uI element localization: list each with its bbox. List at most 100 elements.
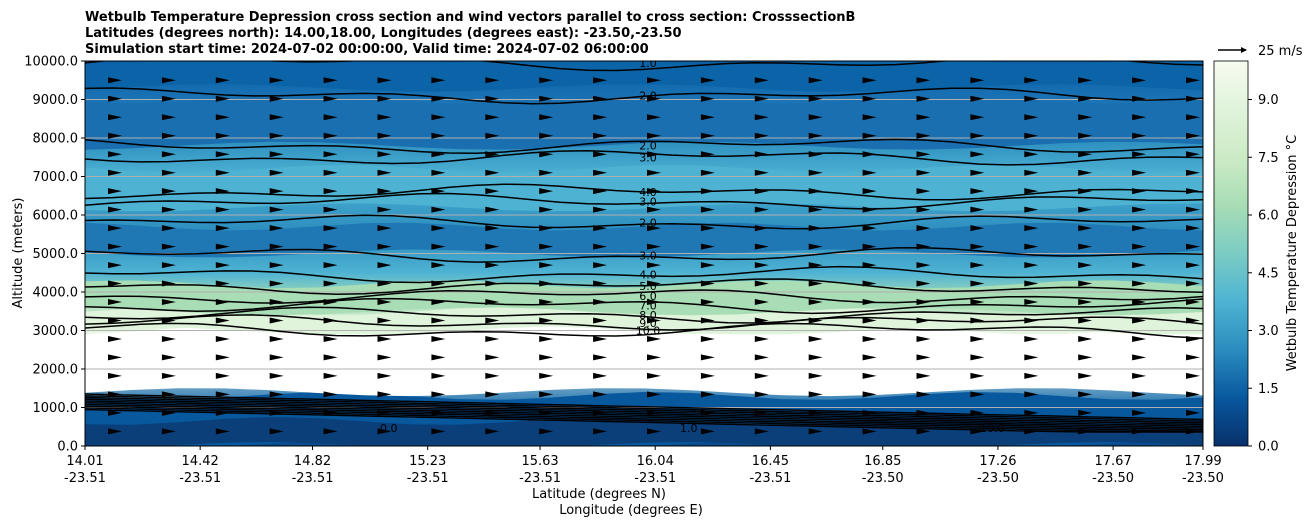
wind-vector-arrow [916,428,931,435]
wind-vector-arrow [377,206,392,213]
wind-vector-arrow [1132,409,1147,416]
wind-vector-arrow [808,243,823,250]
wind-vector-arrow [862,114,877,121]
wind-vector-arrow [323,372,338,379]
wind-vector-arrow [1024,409,1039,416]
wind-vector-arrow [1132,262,1147,269]
wind-vector-arrow [539,169,554,176]
wind-vector-arrow [1186,262,1200,269]
wind-vector-arrow [862,391,877,398]
y-tick-label: 10000.0 [24,55,78,70]
wind-vector-arrow [108,299,122,305]
wind-vector-arrow [485,317,500,324]
wind-vector-arrow [1132,299,1147,305]
wind-vector-arrow [485,428,500,435]
wind-vector-arrow [808,95,823,102]
wind-vector-arrow [161,243,176,250]
wind-vector-arrow [377,243,392,250]
wind-vector-arrow [161,336,176,342]
wind-vector-arrow [1024,114,1039,121]
wind-vector-arrow [161,262,176,269]
wind-vector-arrow [862,132,877,139]
wind-vector-arrow [647,280,661,287]
wind-vector-arrow [593,372,608,379]
wind-vector-arrow [485,354,500,361]
wind-vector-arrow [1186,243,1200,250]
wind-vector-arrow [754,280,769,287]
wind-vector-arrow [1024,243,1039,250]
wind-vector-arrow [539,299,554,305]
wind-vector-arrow [970,132,985,139]
wind-vector-arrow [916,132,931,139]
wind-vector-arrow [485,409,500,416]
contour-label-7: 7.0 [639,299,657,312]
wind-vector-arrow [970,428,985,435]
wind-vector-arrow [754,206,769,213]
wind-vector-arrow [323,409,338,416]
wind-vector-arrow [862,354,877,361]
wind-vector-arrow [161,188,176,195]
y-tick-label: 2000.0 [33,363,79,378]
wind-vector-arrow [269,132,284,139]
wind-vector-arrow [161,77,176,84]
wind-vector-arrow [539,262,554,269]
wind-vector-arrow [1078,409,1093,416]
y-axis-label: Altitude (meters) [11,198,26,309]
wind-vector-arrow [431,151,446,158]
wind-vector-arrow [593,77,608,84]
wind-vector-arrow [161,372,176,379]
wind-vector-arrow [1078,169,1093,176]
wind-vector-arrow [1132,77,1147,84]
wind-vector-arrow [808,77,823,84]
contour-line-3 [85,150,1203,166]
colorbar-tick-label: 1.5 [1258,382,1279,397]
chart-title-line-1: Wetbulb Temperature Depression cross sec… [85,10,855,25]
x-tick-label-longitude: -23.50 [862,471,904,486]
contour-label-2: 2.0 [639,217,657,230]
wind-vector-arrow [1132,391,1147,398]
wind-vector-arrow [269,243,284,250]
wind-vector-arrow [1078,225,1093,232]
wind-vector-arrow [970,354,985,361]
wind-vector-arrow [1024,372,1039,379]
wind-vector-arrow [808,225,823,232]
wind-vector-arrow [431,299,446,305]
wind-vector-arrow [485,336,500,342]
surface-contour-line [85,402,1203,429]
wind-vector-arrow [215,354,230,361]
wind-vector-arrow [1186,391,1200,398]
surface-contour-line [85,395,1203,422]
wind-vector-arrow [161,114,176,121]
wind-vector-arrow [1024,391,1039,398]
wind-vector-arrow [323,132,338,139]
wind-vector-arrow [431,206,446,213]
wind-vector-arrow [377,372,392,379]
wind-vector-arrow [1132,95,1147,102]
wind-vector-arrow [808,317,823,324]
wind-vector-arrow [377,188,392,195]
wind-vector-arrow [1132,354,1147,361]
wind-vector-arrow [647,409,661,416]
wind-vector-arrow [862,372,877,379]
wind-vector-arrow [377,280,392,287]
wind-vector-arrow [215,169,230,176]
x-tick-label-longitude: -23.51 [634,471,676,486]
wind-vector-arrow [1186,151,1200,158]
wind-vector-arrow [215,95,230,102]
x-tick-label-longitude: -23.51 [179,471,221,486]
wind-vector-arrow [593,169,608,176]
wind-vector-arrow [700,95,715,102]
wind-vector-arrow [431,354,446,361]
wind-vector-arrow [647,188,661,195]
colorbar [1213,60,1249,447]
wind-vector-arrow [1024,262,1039,269]
x-tick-label-latitude: 15.23 [409,454,446,469]
wind-vector-arrow [1186,169,1200,176]
wind-vector-arrow [377,225,392,232]
wind-vector-arrow [215,317,230,324]
wind-vector-arrow [593,354,608,361]
y-tick-label: 4000.0 [33,286,79,301]
wind-vector-arrow [1078,151,1093,158]
wind-vector-arrow [108,372,122,379]
